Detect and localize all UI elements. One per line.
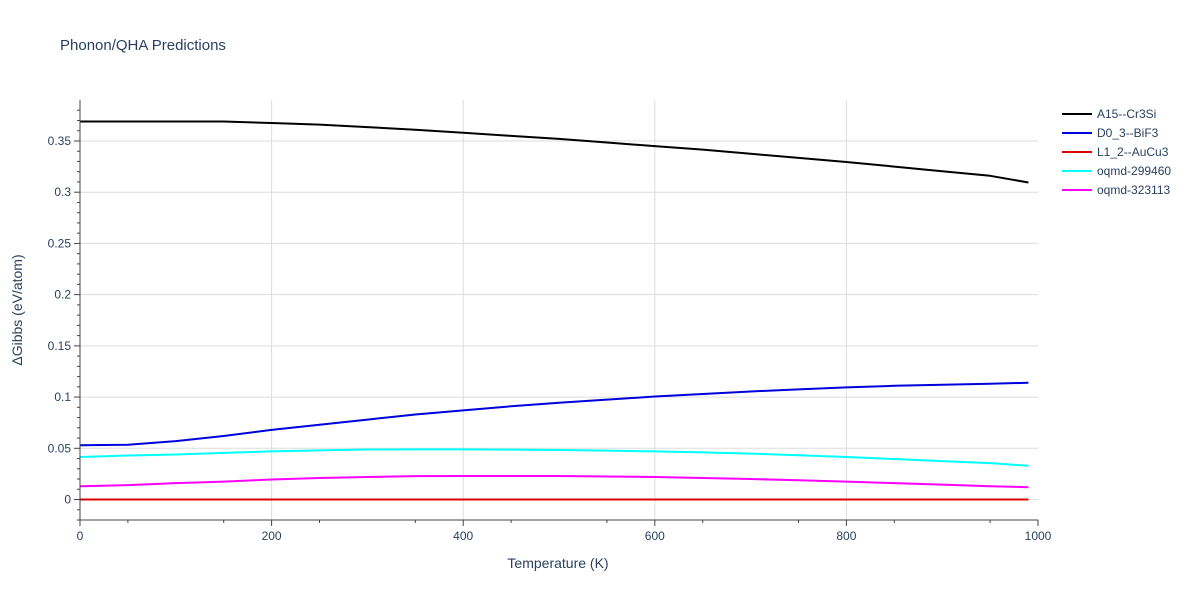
series-line-A15--Cr3Si <box>80 120 1029 184</box>
legend-label: A15--Cr3Si <box>1097 107 1156 121</box>
y-tick-label: 0.35 <box>48 134 72 148</box>
y-tick-label: 0.15 <box>48 339 72 353</box>
x-axis-label: Temperature (K) <box>507 555 608 571</box>
legend-label: oqmd-323113 <box>1097 183 1170 197</box>
legend-item[interactable]: A15--Cr3Si <box>1062 107 1156 121</box>
series-line-D0_3--BiF3 <box>79 381 1029 447</box>
y-tick-label: 0 <box>64 493 71 507</box>
x-tick-label: 600 <box>645 529 665 543</box>
x-tick-label: 0 <box>77 529 84 543</box>
y-axis-label: ΔGibbs (eV/atom) <box>9 254 25 365</box>
grid-layer <box>80 100 1038 520</box>
y-tick-label: 0.1 <box>54 390 71 404</box>
legend-item[interactable]: oqmd-323113 <box>1062 183 1170 197</box>
x-tick-label: 400 <box>453 529 473 543</box>
legend-item[interactable]: oqmd-299460 <box>1062 164 1171 178</box>
y-tick-label: 0.2 <box>54 288 71 302</box>
x-tick-label: 200 <box>262 529 282 543</box>
chart-title: Phonon/QHA Predictions <box>60 37 226 54</box>
x-tick-label: 800 <box>836 529 856 543</box>
series-layer <box>79 120 1029 501</box>
y-tick-label: 0.3 <box>54 185 71 199</box>
legend-label: D0_3--BiF3 <box>1097 126 1159 140</box>
legend: A15--Cr3Si D0_3--BiF3 L1_2--AuCu3 oqmd-2994… <box>1062 107 1171 197</box>
series-line-oqmd-323113 <box>79 474 1029 489</box>
y-tick-label: 0.05 <box>48 441 72 455</box>
legend-label: L1_2--AuCu3 <box>1097 145 1169 159</box>
x-tick-label: 1000 <box>1025 529 1052 543</box>
series-line-oqmd-299460 <box>79 448 1029 467</box>
legend-item[interactable]: D0_3--BiF3 <box>1062 126 1159 140</box>
axes-layer: 0 200 400 600 800 1000 0 0.05 0.1 0.15 0.2 0.25 0.3 0… <box>48 100 1052 543</box>
y-tick-label: 0.25 <box>48 236 72 250</box>
legend-item[interactable]: L1_2--AuCu3 <box>1062 145 1169 159</box>
legend-label: oqmd-299460 <box>1097 164 1171 178</box>
